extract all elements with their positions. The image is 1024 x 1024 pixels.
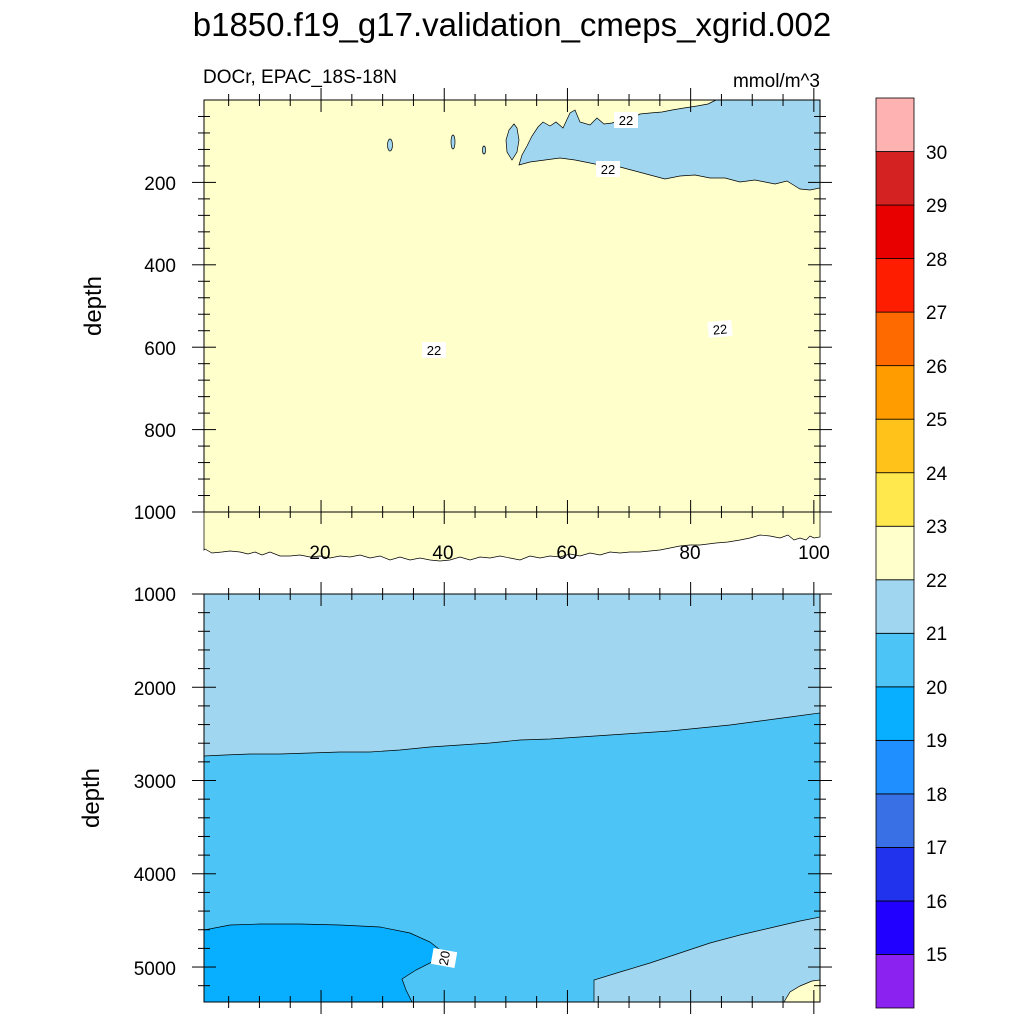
colorbar-swatch bbox=[875, 525, 915, 581]
units-label: mmol/m^3 bbox=[733, 71, 820, 92]
top-plot-frame bbox=[203, 99, 821, 513]
chart-title: b1850.f19_g17.validation_cmeps_xgrid.002 bbox=[193, 6, 831, 43]
x-tick-label: 60 bbox=[556, 543, 577, 564]
colorbar-swatch bbox=[875, 151, 915, 206]
colorbar-label: 16 bbox=[926, 892, 947, 913]
colorbar-swatch bbox=[875, 472, 915, 527]
x-tick-label: 100 bbox=[798, 543, 830, 564]
colorbar-label: 20 bbox=[926, 678, 947, 699]
top-region-speck-2 bbox=[450, 134, 456, 150]
y-tick-label: 600 bbox=[144, 339, 176, 360]
colorbar-swatch bbox=[875, 632, 915, 688]
y-tick-label: 400 bbox=[144, 256, 176, 277]
colorbar-label: 18 bbox=[926, 785, 947, 806]
bottom-region-19-20 bbox=[203, 923, 445, 1003]
colorbar-swatch bbox=[875, 97, 915, 152]
y-tick-label: 1000 bbox=[134, 503, 176, 524]
colorbar-swatch bbox=[875, 739, 915, 795]
top-y-axis-label: depth bbox=[80, 276, 107, 336]
contour-label: 22 bbox=[427, 343, 441, 358]
colorbar-swatch bbox=[875, 847, 915, 902]
colorbar-label: 22 bbox=[926, 571, 947, 592]
top-region-speck-1 bbox=[387, 138, 393, 152]
contour-label: 22 bbox=[601, 162, 615, 177]
contour-label: 22 bbox=[619, 113, 633, 128]
bottom-panel: 20 1000 2000 3000 4000 5000 depth bbox=[78, 582, 832, 1014]
y-tick-label: 2000 bbox=[134, 679, 176, 700]
colorbar-swatch bbox=[875, 365, 915, 420]
colorbar-label: 23 bbox=[926, 517, 947, 538]
colorbar-swatch bbox=[875, 579, 915, 634]
colorbar-swatch bbox=[875, 900, 915, 955]
colorbar-label: 26 bbox=[926, 357, 947, 378]
top-x-tick-labels: 20 40 60 80 100 bbox=[309, 543, 829, 564]
top-region-22-23 bbox=[203, 99, 821, 562]
x-tick-label: 80 bbox=[679, 543, 700, 564]
colorbar-label: 29 bbox=[926, 196, 947, 217]
y-tick-label: 800 bbox=[144, 421, 176, 442]
bottom-contour-labels: 20 bbox=[430, 948, 458, 968]
colorbar-label: 27 bbox=[926, 303, 947, 324]
contour-label: 20 bbox=[436, 950, 453, 967]
colorbar-label: 30 bbox=[926, 143, 947, 164]
bottom-region-21-22 bbox=[203, 593, 821, 757]
colorbar-swatch bbox=[875, 418, 915, 474]
x-tick-label: 40 bbox=[432, 543, 453, 564]
top-region-small-patch bbox=[505, 123, 520, 161]
colorbar-label: 21 bbox=[926, 624, 947, 645]
y-tick-label: 3000 bbox=[134, 772, 176, 793]
y-tick-label: 5000 bbox=[134, 959, 176, 980]
colorbar-swatch bbox=[875, 258, 915, 313]
y-tick-label: 4000 bbox=[134, 865, 176, 886]
top-contour-labels: 22 22 22 22 bbox=[422, 112, 733, 358]
top-panel: 22 22 22 22 200 400 600 800 1000 20 40 6… bbox=[80, 88, 832, 564]
contour-label: 22 bbox=[712, 321, 728, 337]
x-tick-label: 20 bbox=[309, 543, 330, 564]
colorbar-swatch bbox=[875, 204, 915, 259]
colorbar-swatch bbox=[875, 793, 915, 848]
colorbar-label: 24 bbox=[926, 464, 948, 485]
top-region-speck-3 bbox=[482, 145, 486, 155]
bottom-y-axis-label: depth bbox=[78, 768, 105, 828]
colorbar-swatch bbox=[875, 954, 915, 1009]
bottom-y-tick-labels: 1000 2000 3000 4000 5000 bbox=[134, 585, 176, 980]
colorbar-label: 19 bbox=[926, 731, 947, 752]
colorbar-labels: 30 29 28 27 26 25 24 23 22 21 20 19 18 1… bbox=[926, 143, 948, 966]
colorbar-label: 15 bbox=[926, 945, 947, 966]
colorbar-swatch bbox=[875, 686, 915, 741]
y-tick-label: 200 bbox=[144, 174, 176, 195]
colorbar-label: 17 bbox=[926, 838, 947, 859]
top-axis-ticks bbox=[192, 88, 832, 524]
colorbar bbox=[875, 97, 915, 1009]
colorbar-label: 25 bbox=[926, 410, 947, 431]
bottom-axis-ticks bbox=[192, 582, 832, 1014]
top-y-tick-labels: 200 400 600 800 1000 bbox=[134, 174, 176, 524]
bottom-plot-frame bbox=[203, 593, 821, 1003]
colorbar-label: 28 bbox=[926, 250, 947, 271]
y-tick-label: 1000 bbox=[134, 585, 176, 606]
colorbar-swatch bbox=[875, 311, 915, 367]
variable-region-label: DOCr, EPAC_18S-18N bbox=[203, 67, 397, 88]
